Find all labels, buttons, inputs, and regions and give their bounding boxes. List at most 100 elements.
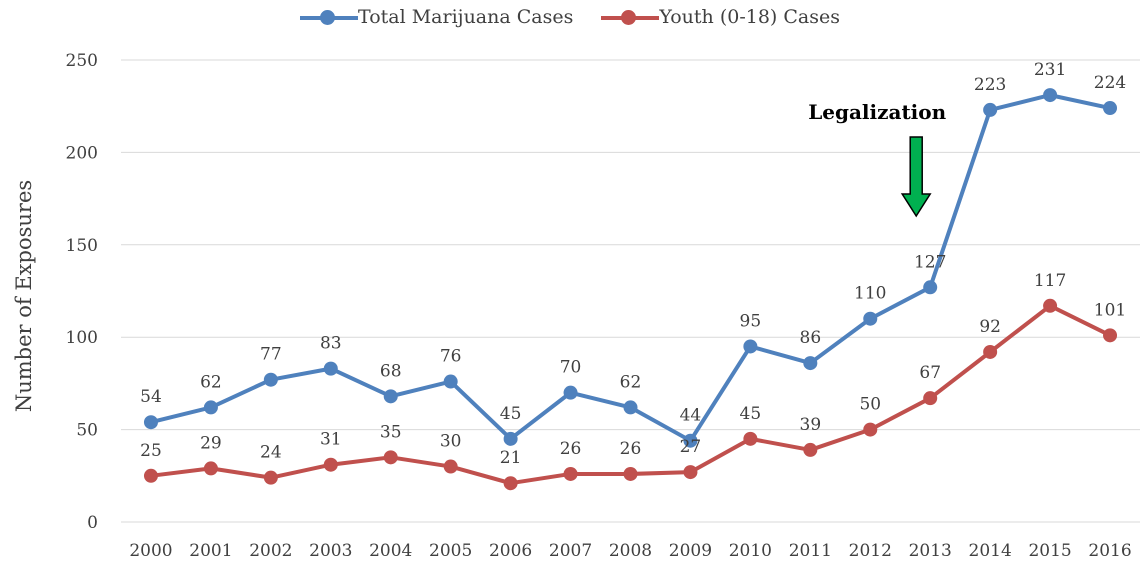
data-point-1-2012 — [863, 422, 878, 437]
legend-item-youth: Youth (0-18) Cases — [601, 6, 840, 28]
data-label-1-2012: 50 — [859, 395, 881, 415]
x-tick-label-2003: 2003 — [309, 541, 352, 561]
data-point-0-2004 — [383, 389, 398, 404]
data-point-0-2001 — [203, 400, 218, 415]
data-label-1-2010: 45 — [740, 404, 762, 424]
x-tick-label-2010: 2010 — [729, 541, 772, 561]
x-tick-label-2007: 2007 — [549, 541, 592, 561]
x-tick-label-2005: 2005 — [429, 541, 472, 561]
data-label-0-2014: 223 — [974, 75, 1006, 95]
x-tick-label-2012: 2012 — [849, 541, 892, 561]
data-label-1-2004: 35 — [380, 422, 402, 442]
x-tick-label-2013: 2013 — [909, 541, 952, 561]
data-point-0-2011 — [803, 356, 818, 371]
data-label-0-2006: 45 — [500, 404, 522, 424]
legend-label-total: Total Marijuana Cases — [358, 6, 574, 28]
legalization-arrow-icon — [900, 136, 932, 218]
x-tick-label-2000: 2000 — [129, 541, 172, 561]
data-point-1-2010 — [743, 431, 758, 446]
data-label-1-2003: 31 — [320, 430, 342, 450]
data-point-0-2014 — [983, 102, 998, 117]
data-label-1-2001: 29 — [200, 433, 222, 453]
data-label-0-2007: 70 — [560, 358, 582, 378]
data-label-0-2015: 231 — [1034, 60, 1066, 80]
data-point-1-2001 — [203, 461, 218, 476]
x-tick-label-2004: 2004 — [369, 541, 412, 561]
data-label-0-2010: 95 — [740, 311, 762, 331]
x-tick-label-2002: 2002 — [249, 541, 292, 561]
data-label-0-2002: 77 — [260, 345, 282, 365]
data-point-0-2012 — [863, 311, 878, 326]
data-point-0-2005 — [443, 374, 458, 389]
data-label-1-2008: 26 — [620, 439, 642, 459]
data-label-0-2012: 110 — [854, 284, 886, 304]
data-label-0-2016: 224 — [1094, 73, 1126, 93]
data-label-1-2011: 39 — [800, 415, 822, 435]
data-label-1-2015: 117 — [1034, 271, 1066, 291]
data-point-0-2010 — [743, 339, 758, 354]
legend-swatch-total — [300, 7, 359, 27]
x-tick-label-2011: 2011 — [789, 541, 832, 561]
data-point-1-2014 — [983, 344, 998, 359]
data-point-1-2013 — [923, 391, 938, 406]
data-point-0-2002 — [263, 372, 278, 387]
data-label-1-2013: 67 — [919, 363, 941, 383]
x-tick-label-2016: 2016 — [1088, 541, 1131, 561]
data-point-0-2003 — [323, 361, 338, 376]
data-point-0-2009 — [683, 433, 698, 448]
data-point-1-2000 — [143, 468, 158, 483]
x-tick-label-2014: 2014 — [969, 541, 1012, 561]
data-label-0-2005: 76 — [440, 347, 462, 367]
data-point-0-2000 — [143, 415, 158, 430]
y-tick-label-50: 50 — [76, 421, 98, 441]
data-point-0-2016 — [1103, 101, 1118, 116]
data-label-1-2007: 26 — [560, 439, 582, 459]
x-tick-label-2008: 2008 — [609, 541, 652, 561]
data-label-0-2013: 127 — [914, 252, 946, 272]
y-tick-label-150: 150 — [66, 236, 98, 256]
data-point-0-2013 — [923, 280, 938, 295]
data-point-0-2006 — [503, 431, 518, 446]
y-tick-label-0: 0 — [87, 513, 98, 533]
data-point-1-2005 — [443, 459, 458, 474]
data-label-0-2000: 54 — [140, 387, 162, 407]
x-tick-label-2006: 2006 — [489, 541, 532, 561]
legend-item-total: Total Marijuana Cases — [300, 6, 573, 28]
data-label-0-2003: 83 — [320, 334, 342, 354]
data-point-1-2002 — [263, 470, 278, 485]
x-tick-label-2015: 2015 — [1028, 541, 1071, 561]
x-tick-label-2009: 2009 — [669, 541, 712, 561]
data-label-0-2008: 62 — [620, 372, 642, 392]
data-point-1-2011 — [803, 442, 818, 457]
data-label-1-2016: 101 — [1094, 300, 1126, 320]
x-tick-label-2001: 2001 — [189, 541, 232, 561]
data-label-0-2004: 68 — [380, 361, 402, 381]
legalization-annotation: Legalization — [808, 100, 947, 124]
data-label-1-2009: 27 — [680, 437, 702, 457]
data-label-1-2014: 92 — [979, 317, 1001, 337]
y-tick-label-200: 200 — [66, 143, 98, 163]
data-point-0-2007 — [563, 385, 578, 400]
data-label-1-2000: 25 — [140, 441, 162, 461]
data-point-1-2004 — [383, 450, 398, 465]
data-point-1-2003 — [323, 457, 338, 472]
data-label-0-2009: 44 — [680, 406, 702, 426]
data-point-1-2015 — [1043, 298, 1058, 313]
legend-label-youth: Youth (0-18) Cases — [659, 6, 840, 28]
data-label-0-2011: 86 — [800, 328, 822, 348]
data-point-1-2009 — [683, 465, 698, 480]
data-label-0-2001: 62 — [200, 372, 222, 392]
data-point-1-2007 — [563, 466, 578, 481]
y-tick-label-100: 100 — [66, 328, 98, 348]
data-label-1-2006: 21 — [500, 448, 522, 468]
data-point-1-2006 — [503, 476, 518, 491]
data-label-1-2002: 24 — [260, 443, 282, 463]
data-label-1-2005: 30 — [440, 432, 462, 452]
data-point-1-2016 — [1103, 328, 1118, 343]
legend: Total Marijuana Cases Youth (0-18) Cases — [0, 6, 1140, 28]
data-point-0-2008 — [623, 400, 638, 415]
y-tick-label-250: 250 — [66, 51, 98, 71]
data-point-1-2008 — [623, 466, 638, 481]
legend-swatch-youth — [601, 7, 660, 27]
